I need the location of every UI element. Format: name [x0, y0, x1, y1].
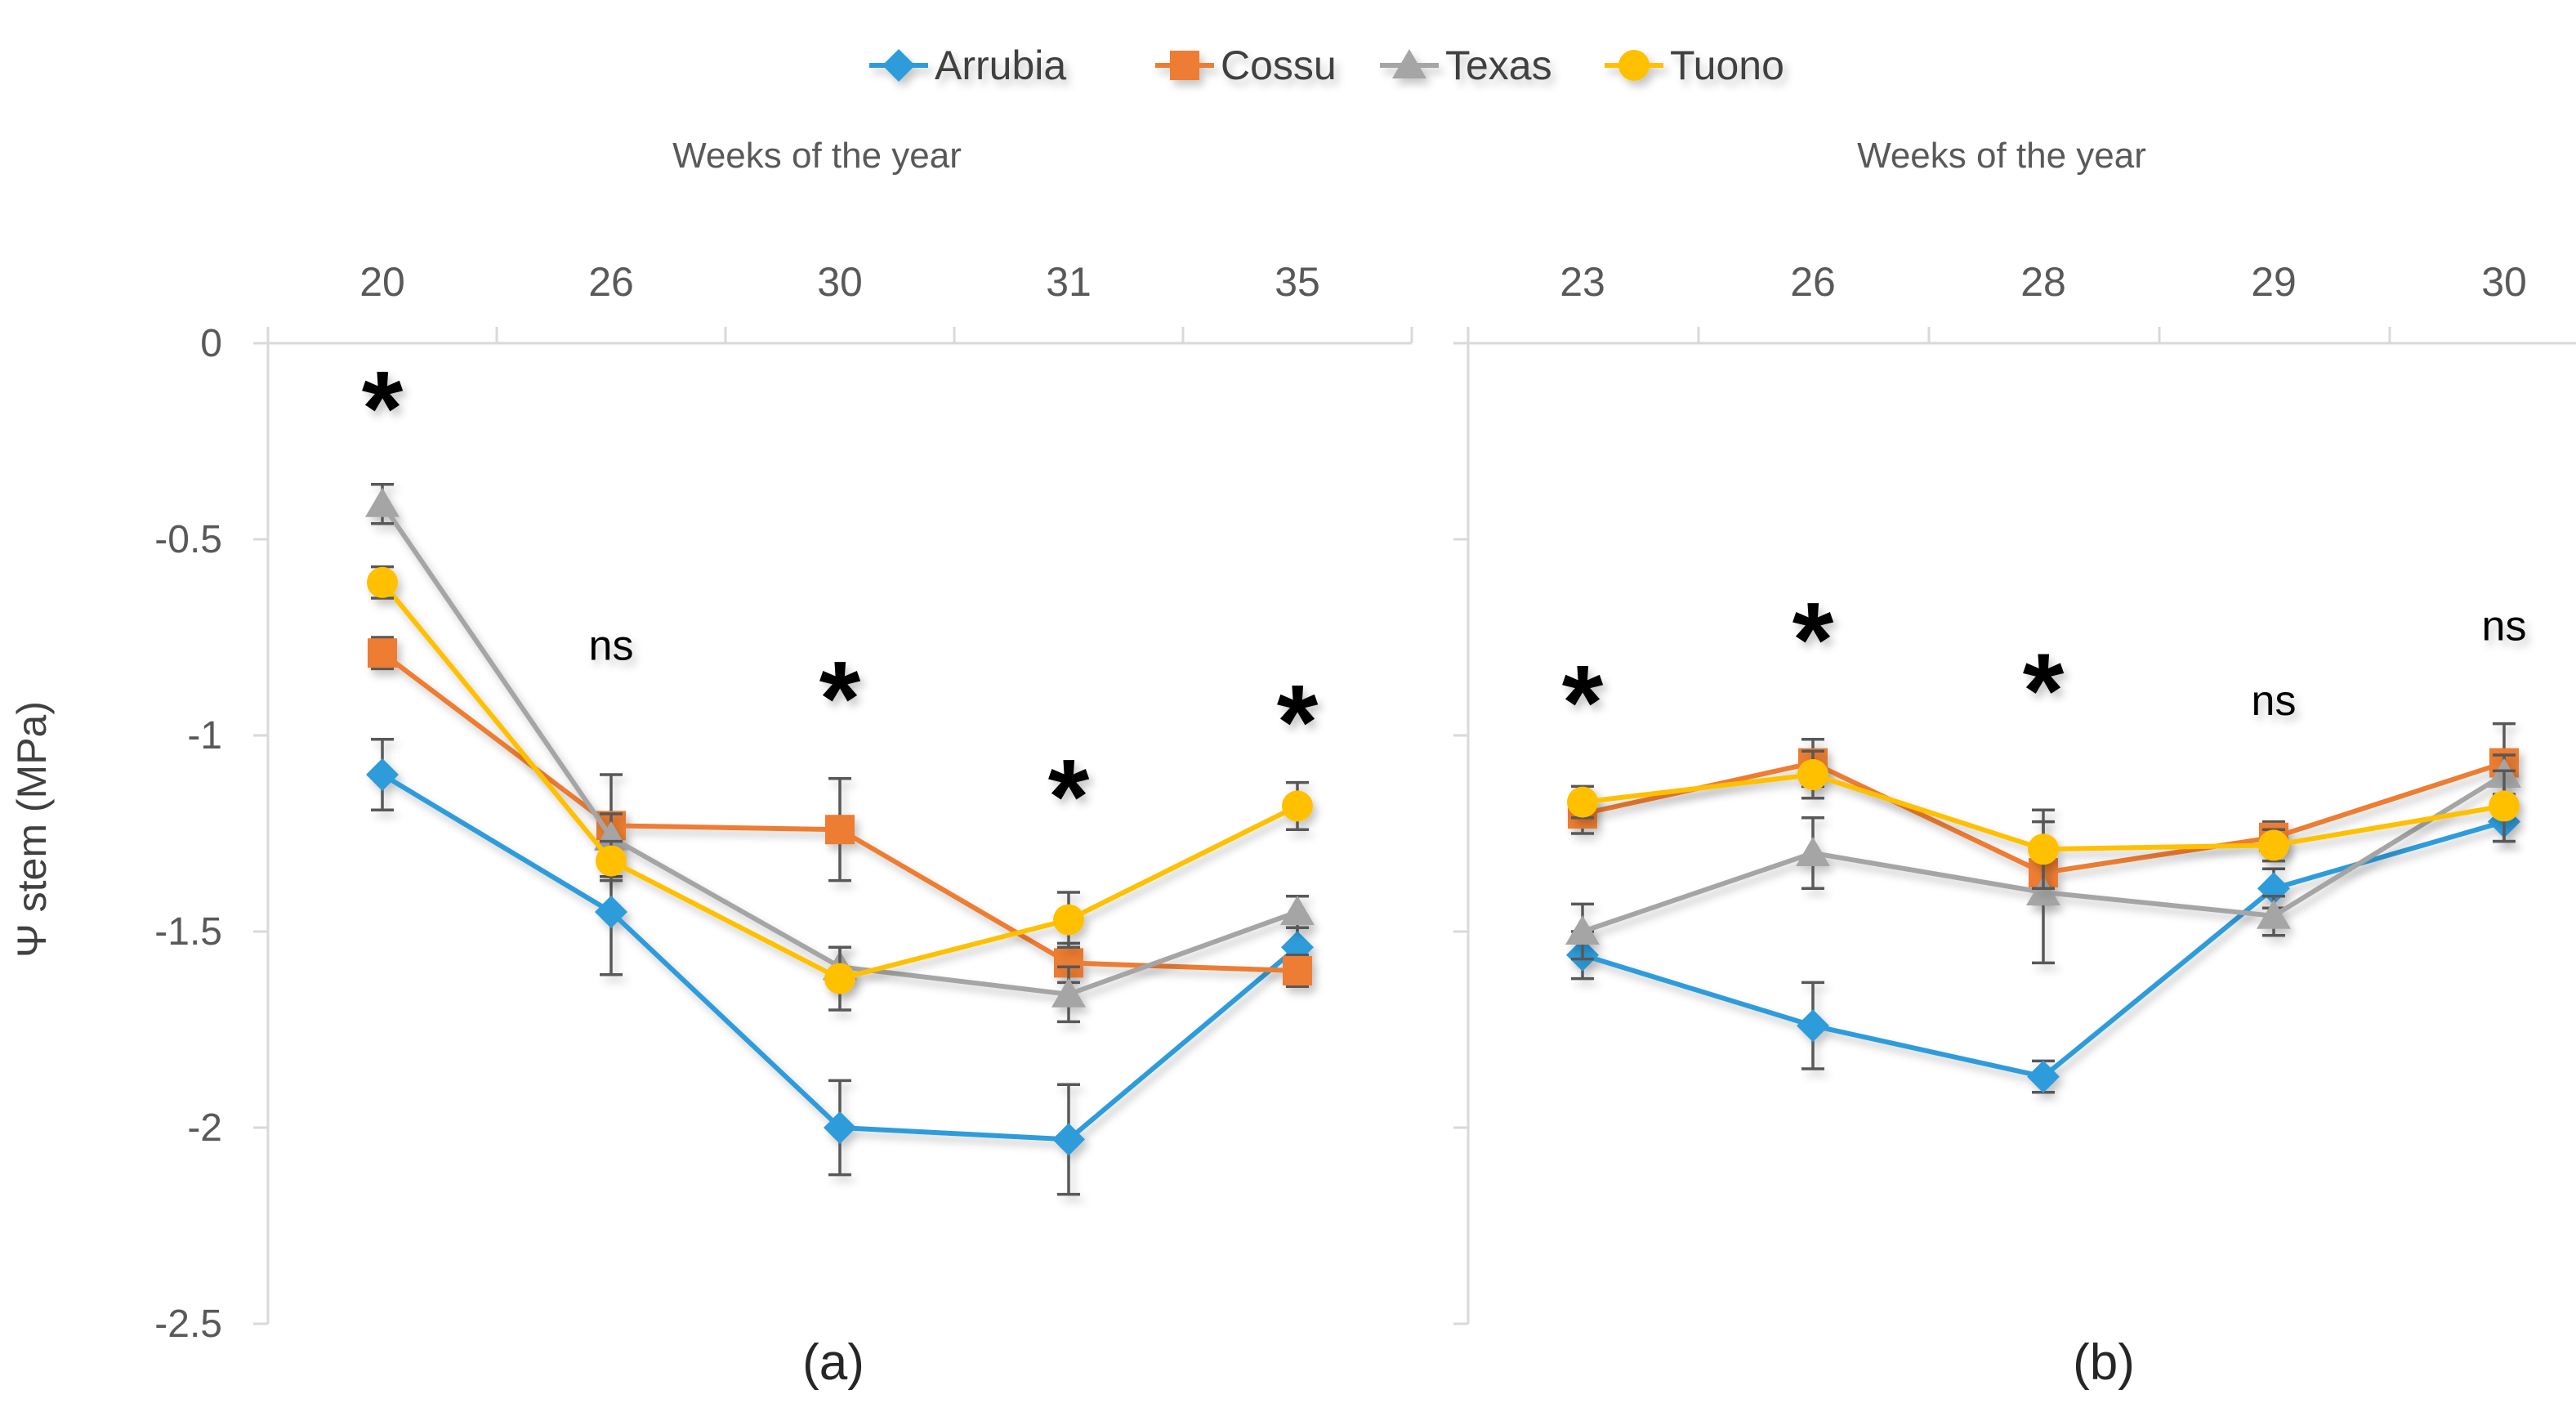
x-tick-label-week-30: 30: [817, 259, 863, 305]
series-texas: [1565, 753, 2521, 965]
marker-arrubia-week-28: [2027, 1060, 2060, 1093]
significance-asterisk-week-28: *: [2023, 631, 2065, 750]
marker-texas-week-26: [594, 820, 628, 851]
x-tick-label-week-30: 30: [2481, 259, 2527, 305]
marker-tuono-week-28: [2028, 833, 2059, 865]
significance-asterisk-week-30: *: [819, 639, 861, 758]
legend-circle-marker: [1618, 50, 1650, 81]
marker-arrubia-week-30: [824, 1111, 856, 1144]
marker-texas-week-26: [1796, 837, 1830, 866]
marker-texas-week-23: [1565, 915, 1600, 945]
significance-asterisk-week-31: *: [1048, 737, 1090, 856]
panel-b-caption: (b): [2073, 1334, 2135, 1391]
significance-asterisk-week-23: *: [1562, 642, 1604, 762]
marker-tuono-week-23: [1567, 786, 1598, 818]
legend-item-arrubia: Arrubia: [869, 42, 1066, 88]
marker-tuono-week-31: [1053, 904, 1084, 936]
x-tick-label-week-29: 29: [2251, 259, 2297, 305]
y-tick-label: -1: [187, 714, 222, 757]
x-tick-label-week-26: 26: [1790, 259, 1836, 305]
y-tick-label: -1.5: [154, 910, 222, 954]
legend-item-texas: Texas: [1380, 42, 1552, 88]
significance-ns-week-26: ns: [589, 623, 634, 670]
marker-texas-week-20: [365, 487, 400, 517]
series-tuono: [1567, 749, 2520, 890]
legend-label-texas: Texas: [1445, 42, 1552, 88]
marker-cossu-week-35: [1283, 956, 1312, 985]
marker-texas-week-29: [2257, 899, 2291, 929]
y-tick-label: 0: [200, 322, 222, 365]
marker-texas-week-31: [1051, 977, 1086, 1008]
marker-arrubia-week-26: [1797, 1009, 1829, 1043]
marker-tuono-week-30: [824, 963, 855, 994]
marker-texas-week-35: [1280, 896, 1315, 925]
marker-arrubia-week-26: [595, 896, 627, 928]
legend-label-tuono: Tuono: [1670, 42, 1784, 88]
significance-asterisk-week-20: *: [362, 348, 404, 467]
legend-diamond-marker: [882, 49, 915, 82]
legend-item-cossu: Cossu: [1155, 42, 1337, 88]
legend-item-tuono: Tuono: [1605, 42, 1784, 88]
legend-label-arrubia: Arrubia: [935, 42, 1066, 88]
x-tick-label-week-31: 31: [1046, 259, 1092, 305]
significance-asterisk-week-26: *: [1792, 580, 1834, 699]
significance-ns-week-30: ns: [2482, 603, 2527, 650]
panel-b-plot-area: 23 26 28 29 30 * * * ns ns: [1453, 259, 2576, 1325]
x-tick-label-week-23: 23: [1560, 259, 1605, 305]
y-tick-label: -0.5: [154, 518, 222, 561]
significance-asterisk-week-35: *: [1277, 662, 1319, 781]
panel-b-x-axis-title: Weeks of the year: [1857, 136, 2146, 176]
y-tick-label: -2: [187, 1106, 222, 1150]
x-tick-label-week-20: 20: [359, 259, 405, 305]
significance-ns-week-29: ns: [2252, 677, 2297, 725]
panel-a-caption: (a): [802, 1334, 864, 1391]
panel-a-plot-area: 0 -0.5 -1 -1.5 -2 -2.5 20 26 30 31 35 * ns * * *: [154, 259, 1413, 1346]
marker-tuono-week-20: [367, 566, 398, 598]
x-tick-label-week-28: 28: [2020, 259, 2066, 305]
marker-tuono-week-29: [2258, 829, 2289, 861]
legend-label-cossu: Cossu: [1221, 42, 1337, 88]
legend-triangle-marker: [1392, 49, 1426, 78]
x-tick-label-week-35: 35: [1275, 259, 1320, 305]
panel-a-x-axis-title: Weeks of the year: [672, 136, 962, 176]
marker-tuono-week-26: [596, 845, 627, 877]
series-tuono: [367, 565, 1313, 1012]
legend-square-marker: [1170, 51, 1199, 80]
marker-texas-week-28: [2026, 876, 2060, 905]
y-axis-title: Ψ stem (MPa): [9, 701, 55, 958]
marker-tuono-week-26: [1797, 759, 1828, 790]
marker-cossu-week-20: [368, 638, 397, 668]
marker-tuono-week-35: [1282, 790, 1313, 822]
marker-arrubia-week-31: [1052, 1123, 1085, 1156]
marker-tuono-week-30: [2489, 790, 2520, 822]
x-tick-label-week-26: 26: [588, 259, 634, 305]
chart-legend: Arrubia Cossu Texas Tuono: [869, 42, 1784, 88]
marker-arrubia-week-20: [366, 758, 399, 791]
y-tick-label: -2.5: [154, 1303, 222, 1346]
marker-cossu-week-30: [825, 815, 855, 845]
